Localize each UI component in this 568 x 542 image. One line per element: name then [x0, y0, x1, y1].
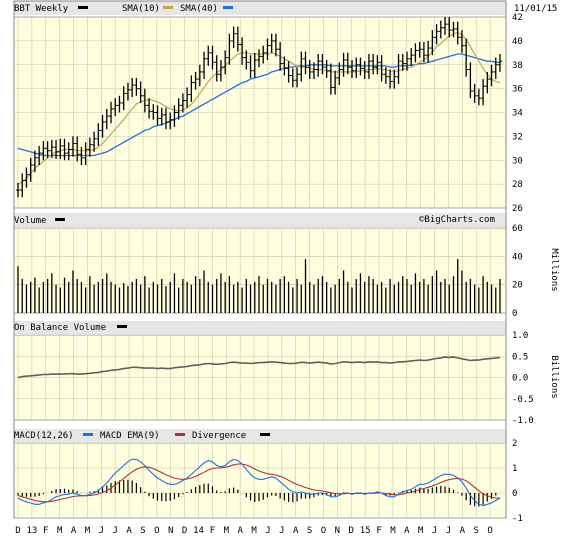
volume-unit-label: Millions	[549, 248, 559, 291]
sma40-legend-label: SMA(40)	[180, 4, 218, 14]
x-tick-label: A	[126, 526, 132, 536]
x-tick-label: A	[293, 526, 299, 536]
legend-strip	[14, 1, 506, 15]
sma10-legend-swatch	[163, 6, 173, 9]
macd-title: MACD(12,26)	[14, 431, 74, 441]
x-tick-label: O	[321, 526, 326, 536]
macd-y-tick: -1	[512, 514, 523, 524]
x-tick-label: J	[432, 526, 437, 536]
x-tick-label: A	[237, 526, 243, 536]
x-tick-label: S	[307, 526, 312, 536]
x-tick-label: M	[390, 526, 396, 536]
obv-title: On Balance Volume	[14, 323, 106, 333]
x-tick-label: D	[182, 526, 187, 536]
volume-y-tick: 60	[512, 224, 523, 234]
macd-ema-legend-swatch	[175, 433, 185, 436]
x-tick-label: S	[474, 526, 479, 536]
macd-y-tick: 2	[512, 439, 517, 449]
price-y-tick: 38	[512, 61, 523, 71]
chart-date: 11/01/15	[514, 4, 557, 14]
legend-strip	[14, 321, 506, 335]
x-tick-label: O	[487, 526, 492, 536]
price-y-tick: 40	[512, 37, 523, 47]
x-tick-label: J	[265, 526, 270, 536]
divergence-legend-swatch	[260, 433, 270, 436]
obv-unit-label: Billions	[549, 355, 559, 398]
x-tick-label: O	[154, 526, 159, 536]
divergence-legend-label: Divergence	[192, 431, 246, 441]
x-tick-label: J	[279, 526, 284, 536]
obv-y-tick: 1.0	[512, 331, 528, 341]
volume-y-tick: 20	[512, 281, 523, 291]
volume-y-tick: 0	[512, 309, 517, 319]
watermark: ©BigCharts.com	[419, 215, 495, 225]
x-tick-label: N	[335, 526, 340, 536]
x-tick-label: M	[251, 526, 257, 536]
price-y-tick: 34	[512, 109, 523, 119]
obv-y-tick: 0.0	[512, 374, 528, 384]
volume-y-tick: 40	[512, 252, 523, 262]
x-tick-label: J	[112, 526, 117, 536]
x-tick-label: M	[85, 526, 91, 536]
panel-macd-bg	[13, 442, 507, 519]
x-tick-label: 15	[360, 526, 371, 536]
x-tick-label: A	[71, 526, 77, 536]
macd-ema-line	[17, 463, 500, 503]
price-y-tick: 26	[512, 204, 523, 214]
x-tick-label: A	[404, 526, 410, 536]
obv-legend-swatch	[117, 325, 127, 328]
x-tick-label: S	[140, 526, 145, 536]
macd-y-tick: 0	[512, 489, 517, 499]
x-tick-label: D	[15, 526, 20, 536]
sma40-legend-swatch	[223, 6, 233, 9]
x-tick-label: 14	[193, 526, 204, 536]
x-tick-label: F	[376, 526, 381, 536]
price-y-tick: 30	[512, 156, 523, 166]
chart-header: BBT Weekly SMA(10) SMA(40) 11/01/15	[14, 4, 557, 14]
volume-legend-swatch	[55, 218, 65, 221]
x-tick-label: N	[168, 526, 173, 536]
volume-title: Volume	[14, 216, 47, 226]
obv-line	[17, 356, 501, 379]
x-tick-label: M	[57, 526, 63, 536]
price-y-tick: 42	[512, 13, 523, 23]
sma40-line	[17, 53, 500, 157]
x-tick-label: J	[446, 526, 451, 536]
obv-y-tick: -0.5	[512, 395, 534, 405]
x-tick-label: M	[418, 526, 424, 536]
x-tick-label: F	[43, 526, 48, 536]
macd-ema-legend-label: MACD EMA(9)	[100, 431, 160, 441]
price-y-tick: 32	[512, 132, 523, 142]
x-tick-label: D	[349, 526, 354, 536]
price-y-tick: 28	[512, 180, 523, 190]
symbol-title: BBT Weekly	[14, 4, 69, 14]
x-tick-label: F	[210, 526, 215, 536]
obv-y-tick: -1.0	[512, 416, 534, 426]
x-tick-label: J	[99, 526, 104, 536]
macd-legend-swatch	[83, 433, 93, 436]
x-tick-label: A	[460, 526, 466, 536]
price-y-tick: 36	[512, 85, 523, 95]
price-legend-swatch	[78, 6, 88, 9]
macd-y-tick: 1	[512, 464, 517, 474]
x-tick-label: M	[224, 526, 230, 536]
macd-line	[17, 458, 501, 507]
sma10-legend-label: SMA(10)	[122, 4, 160, 14]
obv-y-tick: 0.5	[512, 352, 528, 362]
x-tick-label: 13	[26, 526, 37, 536]
legend-strip	[14, 213, 506, 228]
